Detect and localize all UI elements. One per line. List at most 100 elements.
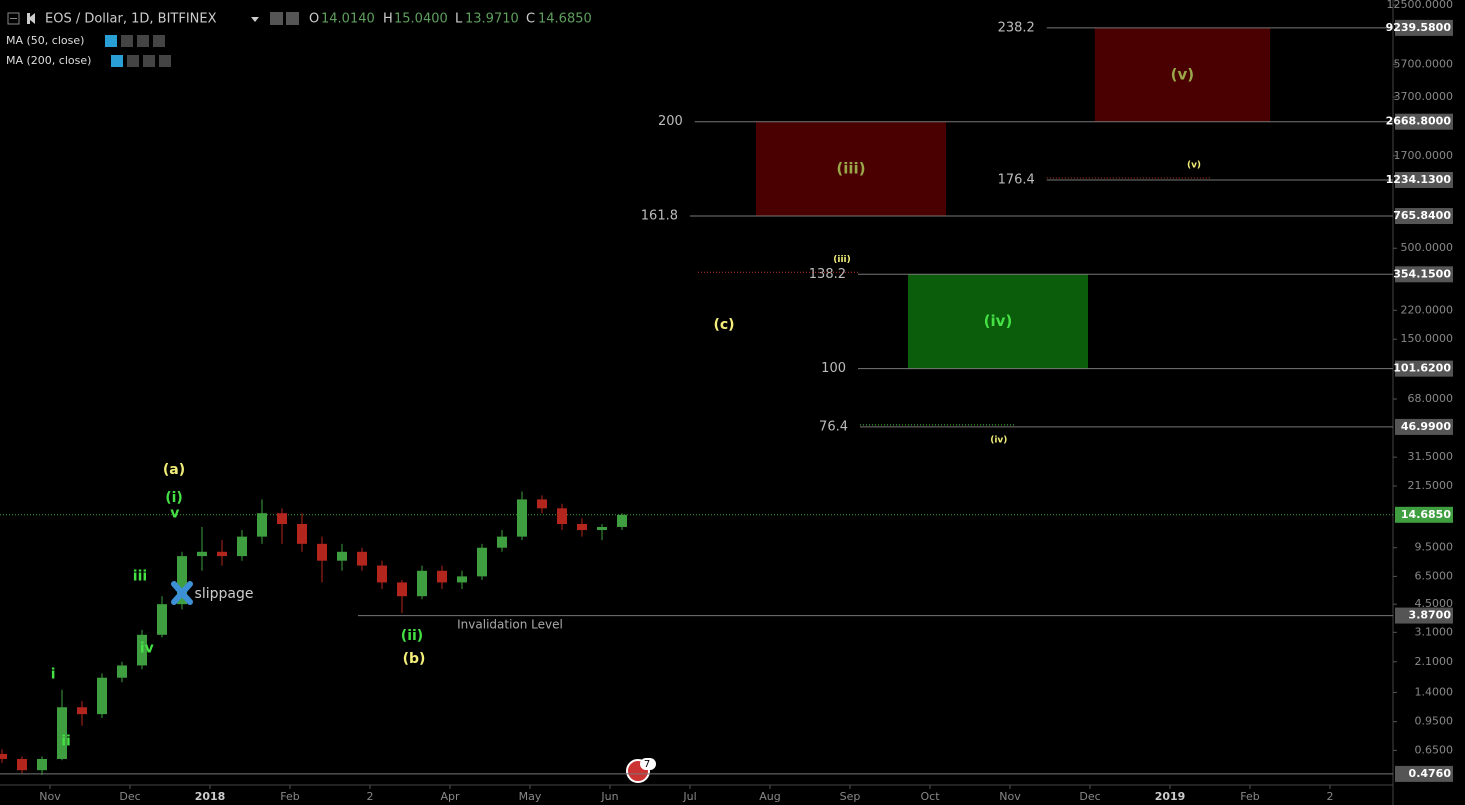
fib-ratio: 176.4 — [998, 172, 1035, 187]
target-box — [1094, 27, 1270, 122]
x-tick-label: 2019 — [1155, 790, 1186, 803]
event-count: 7 — [644, 759, 650, 770]
x-tick-label: Dec — [119, 790, 140, 803]
settings-button[interactable] — [286, 12, 299, 25]
slippage-label: slippage — [195, 586, 254, 602]
candle-body — [497, 536, 507, 548]
symbol-flag — [27, 13, 35, 24]
wave-label: (b) — [403, 651, 426, 667]
x-tick-label: Nov — [999, 790, 1021, 803]
candle-body — [237, 536, 247, 557]
y-tick-label: 0.6500 — [1415, 743, 1454, 756]
level-price-box — [1395, 360, 1453, 377]
settings-button[interactable] — [270, 12, 283, 25]
last-price-box — [1395, 506, 1453, 523]
level-price-box — [1395, 607, 1453, 624]
candle-body — [197, 551, 207, 557]
indicator-visibility[interactable] — [111, 55, 123, 67]
level-price-label: 1234.1300 — [1386, 173, 1452, 186]
wave-label: (c) — [713, 317, 734, 333]
candle-body — [357, 551, 367, 566]
x-tick-label: Oct — [920, 790, 940, 803]
level-price-label: 0.4760 — [1409, 767, 1452, 780]
box-label: (iii) — [836, 159, 865, 177]
candle-body — [337, 551, 347, 561]
x-tick-label: May — [519, 790, 542, 803]
candle-body — [37, 758, 47, 771]
ohlc-key: C — [526, 12, 535, 27]
indicator-more[interactable] — [137, 35, 149, 47]
y-tick-label: 1.4000 — [1415, 685, 1454, 698]
candle-body — [17, 758, 27, 771]
candle-body — [417, 570, 427, 597]
wave-label: v — [170, 506, 179, 522]
x-tick-label: Feb — [280, 790, 299, 803]
fib-ratio: 138.2 — [809, 267, 846, 282]
level-price-box — [1395, 113, 1453, 130]
indicator-settings[interactable] — [127, 55, 139, 67]
y-tick-label: 68.0000 — [1408, 392, 1454, 405]
indicator-label[interactable]: MA (200, close) — [6, 54, 91, 67]
box-label: (v) — [1171, 65, 1195, 83]
indicator-remove[interactable] — [153, 35, 165, 47]
x-tick-label: Dec — [1079, 790, 1100, 803]
candle-body — [517, 499, 527, 537]
symbol-title[interactable]: EOS / Dollar, 1D, BITFINEX — [45, 12, 217, 27]
x-tick-label: 2 — [1327, 790, 1334, 803]
target-box — [756, 121, 946, 217]
indicator-settings[interactable] — [121, 35, 133, 47]
candle-body — [57, 707, 67, 759]
wave-label: ii — [61, 734, 71, 750]
wave-label: iv — [140, 641, 154, 657]
y-tick-label: 21.5000 — [1408, 479, 1454, 492]
box-label: (iv) — [984, 312, 1013, 330]
collapse-button[interactable] — [7, 12, 20, 25]
projection-label: (v) — [1187, 160, 1201, 170]
invalidation-label: Invalidation Level — [457, 617, 563, 631]
projection-label: (iv) — [990, 435, 1007, 445]
fib-ratio: 100 — [821, 361, 846, 376]
candle-body — [557, 508, 567, 525]
level-price-box — [1395, 208, 1453, 225]
fib-ratio: 200 — [658, 114, 683, 129]
x-tick-label: Feb — [1240, 790, 1259, 803]
candle-body — [397, 582, 407, 597]
level-price-box — [1395, 418, 1453, 435]
x-tick-label: Jun — [600, 790, 618, 803]
y-tick-label: 500.0000 — [1401, 241, 1454, 254]
slippage-marker — [171, 580, 193, 605]
y-tick-label: 3.1000 — [1415, 625, 1454, 638]
x-tick-label: 2 — [367, 790, 374, 803]
y-tick-label: 6.5000 — [1415, 569, 1454, 582]
ohlc-key: O — [309, 12, 319, 27]
candle-body — [137, 634, 147, 666]
indicator-more[interactable] — [143, 55, 155, 67]
candle-body — [317, 543, 327, 561]
target-box — [908, 274, 1088, 369]
y-tick-label: 12500.0000 — [1387, 0, 1453, 11]
level-price-box — [1395, 171, 1453, 188]
candle-body — [297, 524, 307, 544]
event-badge[interactable] — [640, 758, 656, 770]
last-price-label: 14.6850 — [1401, 508, 1451, 521]
ohlc-value: 14.6850 — [538, 12, 592, 27]
indicator-label[interactable]: MA (50, close) — [6, 34, 84, 47]
y-tick-label: 3700.0000 — [1394, 90, 1454, 103]
candle-body — [457, 576, 467, 583]
indicator-remove[interactable] — [159, 55, 171, 67]
projection-label: (iii) — [833, 255, 850, 265]
fib-ratio: 76.4 — [819, 419, 848, 434]
candle-body — [437, 570, 447, 583]
x-tick-label: 2018 — [195, 790, 226, 803]
y-tick-label: 2.1000 — [1415, 655, 1454, 668]
ohlc-key: H — [383, 12, 393, 27]
candle-body — [117, 665, 127, 678]
y-tick-label: 0.9500 — [1415, 715, 1454, 728]
level-price-label: 101.6200 — [1393, 362, 1451, 375]
ohlc-value: 13.9710 — [465, 12, 519, 27]
indicator-visibility[interactable] — [105, 35, 117, 47]
candle-body — [597, 526, 607, 531]
symbol-dropdown[interactable] — [251, 17, 259, 22]
